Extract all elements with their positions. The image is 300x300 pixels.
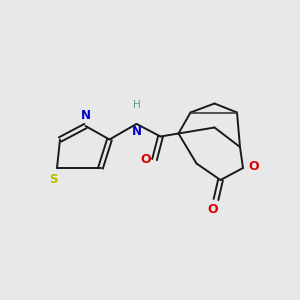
Text: O: O bbox=[248, 160, 259, 173]
Text: H: H bbox=[133, 100, 141, 110]
Text: N: N bbox=[132, 125, 142, 138]
Text: O: O bbox=[141, 153, 152, 166]
Text: S: S bbox=[49, 173, 58, 186]
Text: O: O bbox=[208, 203, 218, 216]
Text: N: N bbox=[80, 110, 91, 122]
